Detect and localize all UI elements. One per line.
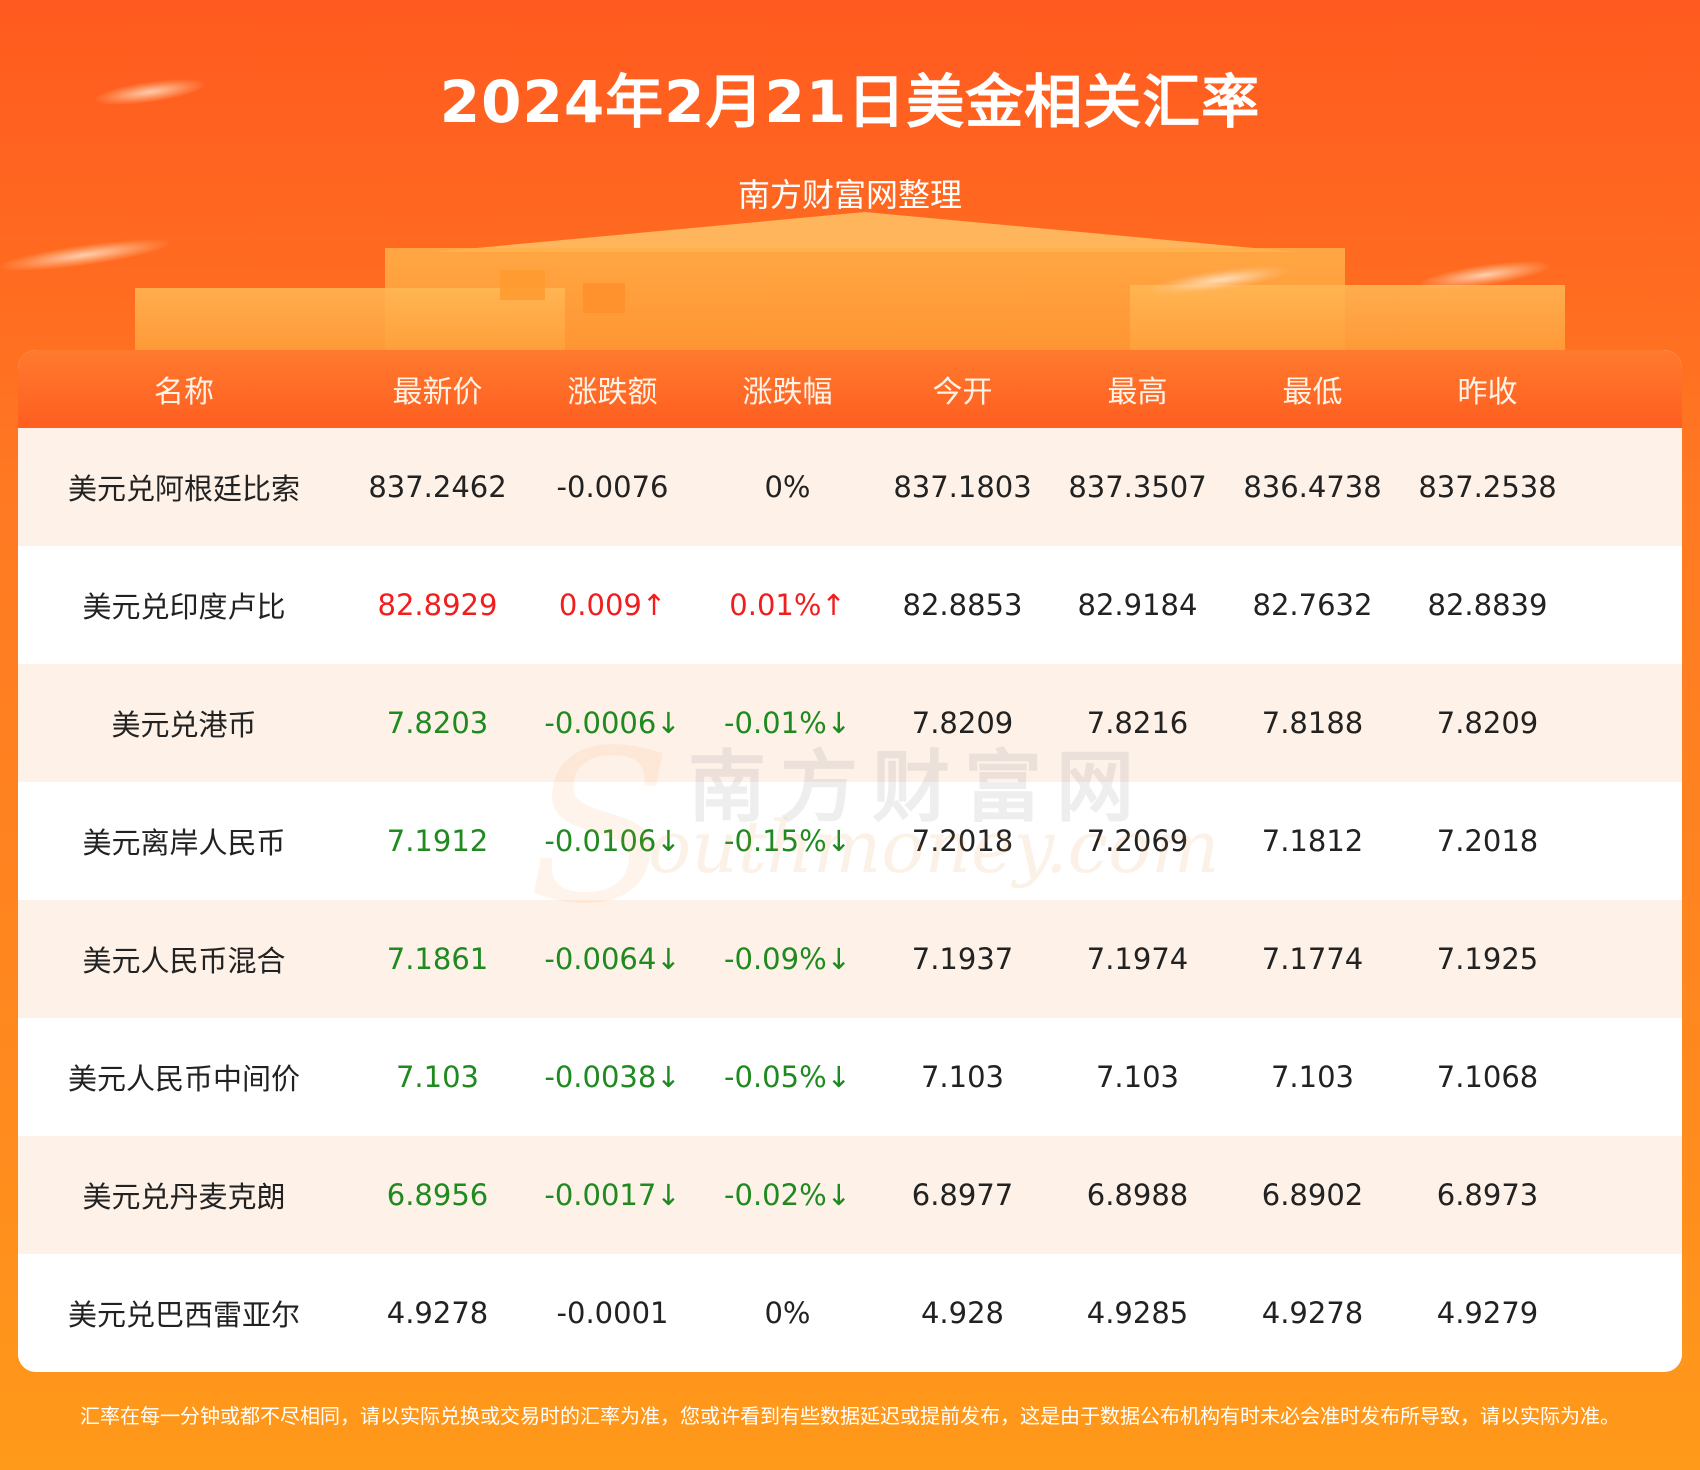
cell-latest: 4.9278 <box>386 1296 489 1330</box>
cell-low: 7.1774 <box>1261 942 1364 976</box>
cell-open: 7.103 <box>920 1060 1005 1094</box>
page-subtitle: 南方财富网整理 <box>737 176 962 214</box>
cell-prev-close: 7.1068 <box>1436 1060 1539 1094</box>
cell-change-pct: -0.02%↓ <box>724 1178 851 1212</box>
page-title: 2024年2月21日美金相关汇率 <box>439 68 1261 136</box>
column-header-prev-close: 昨收 <box>1457 375 1518 410</box>
deco-building-left <box>135 288 565 360</box>
hero-banner <box>0 0 1700 360</box>
deco-light-streak-2 <box>0 233 171 277</box>
column-header-low: 最低 <box>1282 375 1343 410</box>
cell-change-pct: 0% <box>764 470 811 504</box>
column-header-open: 今开 <box>932 375 993 410</box>
cell-name: 美元兑丹麦克朗 <box>82 1180 286 1214</box>
cell-name: 美元兑印度卢比 <box>82 590 286 624</box>
cell-prev-close: 6.8973 <box>1436 1178 1539 1212</box>
deco-window-2 <box>583 283 625 313</box>
cell-open: 7.8209 <box>911 706 1014 740</box>
deco-window-1 <box>500 270 545 300</box>
cell-name: 美元人民币混合 <box>82 944 286 978</box>
cell-prev-close: 7.2018 <box>1436 824 1539 858</box>
cell-change: 0.009↑ <box>558 588 667 622</box>
cell-low: 7.1812 <box>1261 824 1364 858</box>
cell-change: -0.0106↓ <box>544 824 681 858</box>
cell-high: 837.3507 <box>1068 470 1207 504</box>
cell-prev-close: 4.9279 <box>1436 1296 1539 1330</box>
footer-disclaimer: 汇率在每一分钟或都不尽相同，请以实际兑换或交易时的汇率为准，您或许看到有些数据延… <box>80 1404 1620 1428</box>
cell-open: 4.928 <box>920 1296 1005 1330</box>
cell-change-pct: 0% <box>764 1296 811 1330</box>
cell-prev-close: 7.1925 <box>1436 942 1539 976</box>
cell-name: 美元兑港币 <box>111 708 257 742</box>
cell-latest: 6.8956 <box>386 1178 489 1212</box>
cell-prev-close: 82.8839 <box>1427 588 1548 622</box>
cell-low: 836.4738 <box>1243 470 1382 504</box>
cell-prev-close: 7.8209 <box>1436 706 1539 740</box>
cell-change-pct: -0.09%↓ <box>724 942 851 976</box>
table-row: 美元兑印度卢比 82.8929 0.009↑ 0.01%↑ 82.8853 82… <box>18 546 1682 664</box>
cell-change-pct: -0.01%↓ <box>724 706 851 740</box>
cell-open: 7.2018 <box>911 824 1014 858</box>
cell-high: 82.9184 <box>1077 588 1198 622</box>
cell-high: 4.9285 <box>1086 1296 1189 1330</box>
cell-open: 82.8853 <box>902 588 1023 622</box>
column-header-change-pct: 涨跌幅 <box>742 375 833 410</box>
cell-change: -0.0076 <box>556 470 669 504</box>
cell-prev-close: 837.2538 <box>1418 470 1557 504</box>
cell-low: 4.9278 <box>1261 1296 1364 1330</box>
cell-latest: 7.1861 <box>386 942 489 976</box>
table-row: 美元离岸人民币 7.1912 -0.0106↓ -0.15%↓ 7.2018 7… <box>18 782 1682 900</box>
cell-change: -0.0064↓ <box>544 942 681 976</box>
cell-open: 7.1937 <box>911 942 1014 976</box>
cell-low: 82.7632 <box>1252 588 1373 622</box>
column-header-latest: 最新价 <box>392 375 483 410</box>
cell-change-pct: -0.05%↓ <box>724 1060 851 1094</box>
cell-high: 7.1974 <box>1086 942 1189 976</box>
cell-name: 美元兑巴西雷亚尔 <box>67 1298 300 1332</box>
cell-latest: 7.8203 <box>386 706 489 740</box>
table-row: 美元人民币混合 7.1861 -0.0064↓ -0.09%↓ 7.1937 7… <box>18 900 1682 1018</box>
table-row: 美元兑丹麦克朗 6.8956 -0.0017↓ -0.02%↓ 6.8977 6… <box>18 1136 1682 1254</box>
cell-name: 美元离岸人民币 <box>82 826 286 860</box>
deco-building-right <box>1130 285 1565 360</box>
table-row: 美元人民币中间价 7.103 -0.0038↓ -0.05%↓ 7.103 7.… <box>18 1018 1682 1136</box>
column-header-name: 名称 <box>154 375 214 410</box>
cell-name: 美元兑阿根廷比索 <box>67 472 300 506</box>
cell-change: -0.0006↓ <box>544 706 681 740</box>
table-header: 名称 最新价 涨跌额 涨跌幅 今开 最高 最低 昨收 <box>18 350 1682 428</box>
column-header-high: 最高 <box>1107 375 1168 410</box>
deco-building-top <box>433 212 1297 252</box>
column-header-change: 涨跌额 <box>567 375 658 410</box>
cell-low: 6.8902 <box>1261 1178 1364 1212</box>
cell-low: 7.8188 <box>1261 706 1364 740</box>
cell-high: 6.8988 <box>1086 1178 1189 1212</box>
cell-latest: 7.1912 <box>386 824 489 858</box>
cell-change-pct: 0.01%↑ <box>729 588 846 622</box>
table-row: 美元兑港币 7.8203 -0.0006↓ -0.01%↓ 7.8209 7.8… <box>18 664 1682 782</box>
table-row: 美元兑阿根廷比索 837.2462 -0.0076 0% 837.1803 83… <box>18 428 1682 546</box>
cell-latest: 7.103 <box>395 1060 480 1094</box>
cell-change: -0.0038↓ <box>544 1060 681 1094</box>
cell-latest: 837.2462 <box>368 470 507 504</box>
cell-high: 7.8216 <box>1086 706 1189 740</box>
cell-high: 7.2069 <box>1086 824 1189 858</box>
cell-change: -0.0001 <box>556 1296 669 1330</box>
cell-latest: 82.8929 <box>377 588 498 622</box>
cell-high: 7.103 <box>1095 1060 1180 1094</box>
cell-change-pct: -0.15%↓ <box>724 824 851 858</box>
cell-name: 美元人民币中间价 <box>67 1062 300 1096</box>
cell-low: 7.103 <box>1270 1060 1355 1094</box>
cell-change: -0.0017↓ <box>544 1178 681 1212</box>
table-row: 美元兑巴西雷亚尔 4.9278 -0.0001 0% 4.928 4.9285 … <box>18 1254 1682 1372</box>
cell-open: 6.8977 <box>911 1178 1014 1212</box>
rates-table: 名称 最新价 涨跌额 涨跌幅 今开 最高 最低 昨收 美元兑阿根廷比索 837.… <box>18 350 1682 1372</box>
cell-open: 837.1803 <box>893 470 1032 504</box>
